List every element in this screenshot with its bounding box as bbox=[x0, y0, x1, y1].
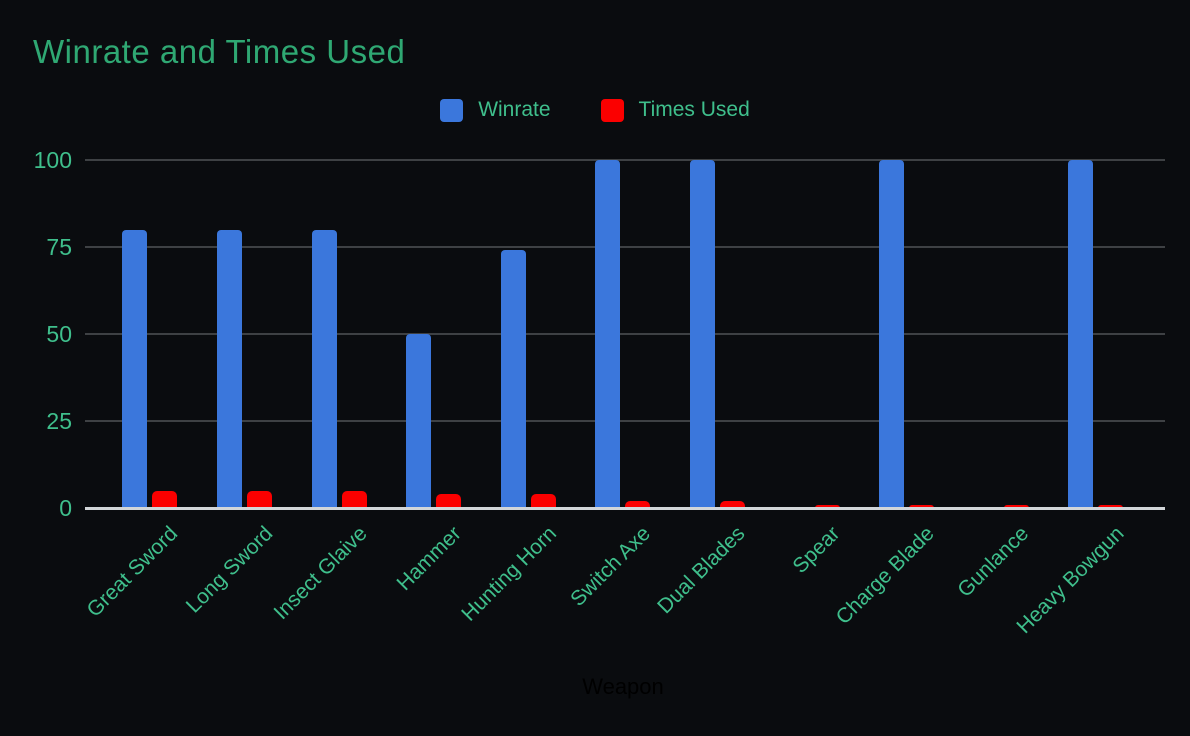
gridline bbox=[85, 420, 1165, 422]
bar-winrate[interactable] bbox=[595, 160, 621, 508]
x-category-label: Hammer bbox=[392, 522, 467, 596]
y-tick-label: 100 bbox=[33, 147, 72, 173]
bar-winrate[interactable] bbox=[500, 250, 526, 508]
y-tick-label: 25 bbox=[46, 408, 72, 434]
bar-times-used[interactable] bbox=[1098, 504, 1124, 508]
x-category-label: Dual Blades bbox=[653, 522, 750, 619]
bar-times-used[interactable] bbox=[909, 504, 935, 508]
legend-item-times-used: Times Used bbox=[600, 98, 750, 122]
x-category-label: Great Sword bbox=[82, 522, 183, 622]
bar-winrate[interactable] bbox=[690, 160, 716, 508]
bar-times-used[interactable] bbox=[625, 501, 651, 508]
y-tick-label: 75 bbox=[46, 234, 72, 260]
bar-times-used[interactable] bbox=[720, 501, 746, 508]
x-category-label: Charge Blade bbox=[831, 522, 939, 630]
legend-label-winrate: Winrate bbox=[478, 98, 551, 121]
x-axis-title: Weapon bbox=[582, 674, 664, 699]
bar-winrate[interactable] bbox=[311, 229, 337, 508]
times-used-swatch-icon bbox=[600, 98, 624, 122]
bar-times-used[interactable] bbox=[436, 494, 462, 508]
bar-winrate[interactable] bbox=[879, 160, 905, 508]
bar-times-used[interactable] bbox=[152, 490, 178, 508]
chart-title: Winrate and Times Used bbox=[33, 33, 406, 70]
x-axis-baseline bbox=[85, 506, 1165, 510]
legend: Winrate Times Used bbox=[0, 98, 1190, 122]
bar-times-used[interactable] bbox=[530, 494, 556, 508]
x-category-label: Hunting Horn bbox=[456, 522, 561, 626]
x-category-label: Switch Axe bbox=[566, 522, 656, 611]
legend-item-winrate: Winrate bbox=[440, 98, 551, 122]
bar-winrate[interactable] bbox=[122, 229, 148, 508]
bar-times-used[interactable] bbox=[814, 504, 840, 508]
gridline bbox=[85, 246, 1165, 248]
x-category-label: Insect Glaive bbox=[269, 522, 372, 625]
x-category-label: Long Sword bbox=[181, 522, 277, 618]
x-category-label: Gunlance bbox=[953, 522, 1034, 602]
bar-times-used[interactable] bbox=[247, 490, 273, 508]
bar-winrate[interactable] bbox=[406, 334, 432, 508]
winrate-swatch-icon bbox=[440, 98, 464, 122]
bar-winrate[interactable] bbox=[1068, 160, 1094, 508]
gridline bbox=[85, 333, 1165, 335]
y-tick-label: 50 bbox=[46, 321, 72, 347]
bar-times-used[interactable] bbox=[1003, 504, 1029, 508]
legend-label-times-used: Times Used bbox=[638, 98, 750, 121]
gridline bbox=[85, 159, 1165, 161]
bar-winrate[interactable] bbox=[217, 229, 243, 508]
x-category-label: Spear bbox=[788, 522, 845, 578]
y-tick-label: 0 bbox=[59, 495, 72, 521]
bar-times-used[interactable] bbox=[341, 490, 367, 508]
